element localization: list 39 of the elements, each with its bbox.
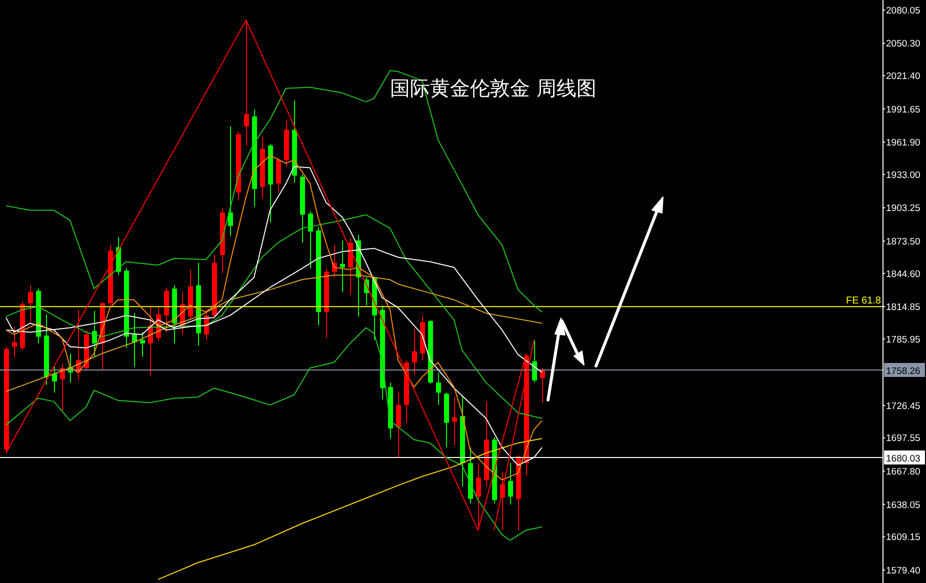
candlestick — [340, 240, 346, 292]
line-series — [158, 438, 543, 580]
y-tick-label: 1697.55 — [886, 433, 920, 444]
candlestick — [228, 126, 234, 237]
y-tick-label: 1726.45 — [886, 400, 920, 412]
y-tick-label: 1638.05 — [886, 500, 920, 511]
y-tick-label: 1579.40 — [886, 565, 920, 576]
y-tick-label: 1933.00 — [886, 170, 920, 181]
line-series — [6, 327, 543, 541]
candlestick — [396, 391, 402, 458]
y-tick-label: 1814.85 — [886, 302, 920, 314]
candlestick — [140, 332, 146, 358]
line-series — [6, 214, 543, 419]
candlestick — [412, 328, 418, 376]
line-series — [6, 274, 543, 392]
y-tick-label: 1785.95 — [886, 334, 920, 346]
candlestick — [12, 326, 17, 358]
candlestick — [508, 462, 514, 505]
y-tick-label: 1991.65 — [886, 104, 920, 116]
y-tick-label: 1961.90 — [886, 138, 920, 149]
y-tick-label: 2021.40 — [886, 70, 920, 82]
y-tick-label: 2050.30 — [886, 38, 920, 50]
ref-line-label: FE 61.8 — [846, 296, 882, 307]
candlestick — [28, 284, 33, 323]
ref-line-label: 1680.03 — [886, 453, 920, 464]
candlestick — [452, 396, 458, 446]
candlestick — [92, 310, 98, 358]
candlestick — [308, 210, 314, 269]
y-tick-label: 1873.50 — [886, 236, 920, 248]
candlestick — [132, 312, 138, 368]
candlestick — [276, 157, 282, 193]
y-tick-label: 1844.60 — [886, 268, 920, 280]
y-tick-label: 1903.25 — [886, 203, 920, 214]
y-tick-label: 1609.15 — [886, 532, 920, 544]
y-tick-label: 2080.05 — [886, 5, 920, 16]
candlestick — [52, 366, 58, 394]
ref-line-label: 1758.26 — [886, 366, 920, 377]
y-tick-label: 1667.80 — [886, 466, 920, 478]
candlestick — [436, 372, 442, 406]
